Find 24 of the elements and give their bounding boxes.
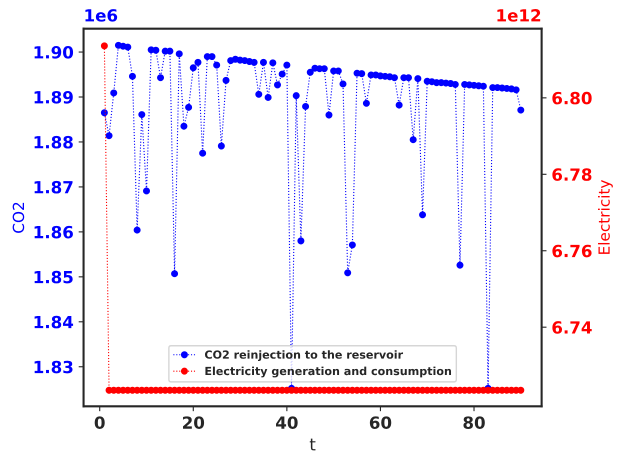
x-tick-label: 40 xyxy=(276,416,298,429)
y-tick-label: 1.86 xyxy=(34,226,73,238)
x-axis-title: t xyxy=(310,438,316,450)
y-tick-label: 1.87 xyxy=(34,180,73,194)
legend-label: CO2 reinjection to the reservoir xyxy=(204,350,404,362)
y2-tick-label: 6.80 xyxy=(552,92,592,104)
x-tick-label: 0 xyxy=(94,416,105,429)
legend-label: Electricity generation and consumption xyxy=(205,366,452,378)
y2-axis-title: Electricity xyxy=(598,180,613,254)
y2-tick-label: 6.74 xyxy=(552,321,592,334)
y-tick-label: 1.85 xyxy=(34,270,73,284)
y-tick-label: 1.88 xyxy=(34,136,73,149)
y-tick-label: 1.83 xyxy=(34,360,73,374)
y-tick-label: 1.89 xyxy=(34,90,73,104)
x-tick-label: 80 xyxy=(463,416,485,429)
y-tick-label: 1.90 xyxy=(34,46,74,59)
y-axis-title: CO2 xyxy=(12,202,24,233)
x-tick-label: 20 xyxy=(183,416,204,429)
x-tick-label: 60 xyxy=(370,416,392,429)
y2-tick-label: 6.78 xyxy=(552,168,592,181)
y-tick-label: 1.84 xyxy=(34,316,74,328)
text: 1e12 xyxy=(497,9,540,22)
text: 1e6 xyxy=(85,9,118,22)
y2-tick-label: 6.76 xyxy=(552,244,592,258)
